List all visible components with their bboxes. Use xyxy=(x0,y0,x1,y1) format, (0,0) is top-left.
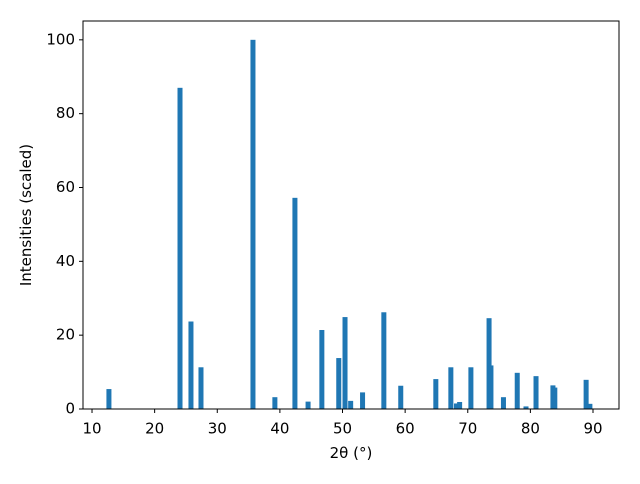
bar xyxy=(198,367,204,409)
y-tick-label: 60 xyxy=(56,178,75,196)
bar xyxy=(488,365,494,409)
x-tick-label: 30 xyxy=(208,420,227,438)
y-tick-label: 20 xyxy=(56,326,75,344)
x-tick-label: 70 xyxy=(458,420,477,438)
y-tick-label: 40 xyxy=(56,252,75,270)
y-tick-label: 100 xyxy=(46,30,75,48)
bar xyxy=(533,376,539,409)
x-tick-label: 10 xyxy=(82,420,101,438)
bar xyxy=(177,87,183,410)
bar xyxy=(272,397,278,409)
bar xyxy=(360,392,366,409)
bar xyxy=(381,312,387,409)
bar xyxy=(342,317,348,409)
x-tick-label: 60 xyxy=(396,420,415,438)
bar xyxy=(448,367,454,409)
bar xyxy=(305,401,311,409)
bar xyxy=(188,321,194,409)
bar xyxy=(398,385,404,409)
bar xyxy=(468,367,474,409)
bar xyxy=(523,406,529,409)
bar xyxy=(552,387,558,409)
x-tick-label: 50 xyxy=(333,420,352,438)
bar xyxy=(292,197,298,409)
bar xyxy=(106,389,112,409)
x-tick-label: 40 xyxy=(270,420,289,438)
bar xyxy=(583,379,589,409)
bar xyxy=(453,403,459,409)
bar xyxy=(514,372,520,409)
bar xyxy=(319,329,325,409)
bar xyxy=(486,318,492,409)
x-axis-label: 2θ (°) xyxy=(330,444,373,462)
bar xyxy=(587,403,593,409)
bar xyxy=(336,358,342,409)
bar xyxy=(348,400,354,409)
plot-frame xyxy=(82,20,620,410)
y-tick-label: 0 xyxy=(65,400,75,418)
bar xyxy=(433,379,439,409)
x-tick-label: 20 xyxy=(145,420,164,438)
bar xyxy=(457,401,463,409)
bar xyxy=(250,39,256,409)
y-tick-label: 80 xyxy=(56,104,75,122)
y-axis-label: Intensities (scaled) xyxy=(17,144,35,286)
bar xyxy=(500,397,506,409)
x-tick-label: 90 xyxy=(583,420,602,438)
x-tick-label: 80 xyxy=(521,420,540,438)
